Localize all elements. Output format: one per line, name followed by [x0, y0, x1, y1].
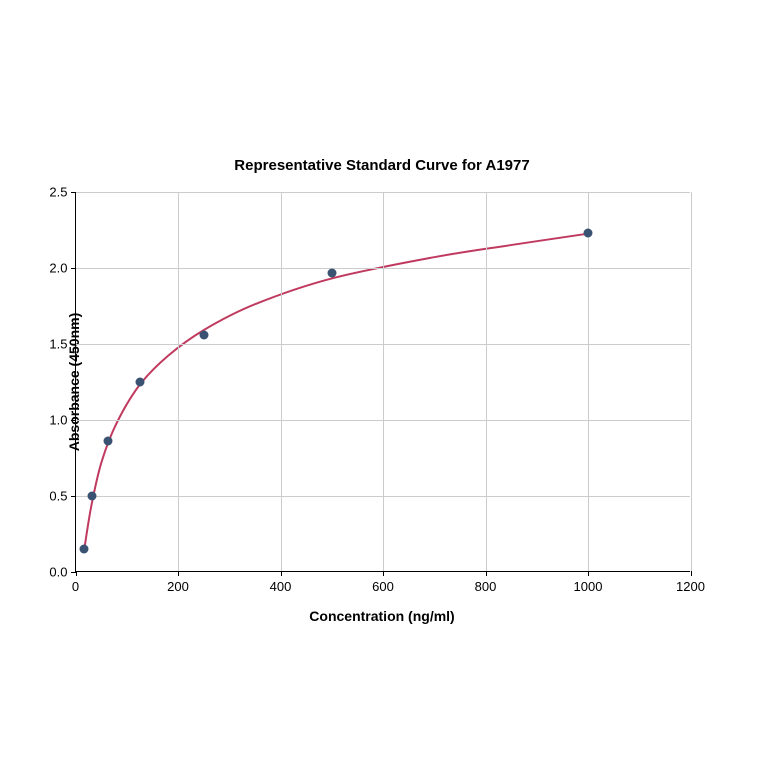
- grid-line-vertical: [588, 192, 589, 571]
- data-point: [199, 330, 208, 339]
- x-tick-label: 600: [372, 571, 394, 594]
- y-tick-label: 1.0: [49, 413, 75, 428]
- grid-line-vertical: [691, 192, 692, 571]
- data-point: [79, 545, 88, 554]
- grid-line-vertical: [281, 192, 282, 571]
- plot-area: 0.00.51.01.52.02.5020040060080010001200: [75, 192, 690, 572]
- x-tick-label: 1200: [676, 571, 705, 594]
- data-point: [584, 229, 593, 238]
- data-point: [135, 378, 144, 387]
- chart-title: Representative Standard Curve for A1977: [75, 157, 690, 174]
- x-axis-label: Concentration (ng/ml): [75, 608, 690, 624]
- y-tick-label: 0.5: [49, 489, 75, 504]
- x-tick-label: 200: [167, 571, 189, 594]
- x-tick-label: 1000: [574, 571, 603, 594]
- y-tick-label: 2.5: [49, 185, 75, 200]
- x-tick-label: 400: [270, 571, 292, 594]
- grid-line-vertical: [178, 192, 179, 571]
- grid-line-vertical: [486, 192, 487, 571]
- y-tick-label: 2.0: [49, 261, 75, 276]
- data-point: [103, 437, 112, 446]
- data-point: [87, 492, 96, 501]
- x-tick-label: 800: [475, 571, 497, 594]
- y-tick-label: 1.5: [49, 337, 75, 352]
- grid-line-vertical: [383, 192, 384, 571]
- x-tick-label: 0: [72, 571, 79, 594]
- data-point: [327, 268, 336, 277]
- standard-curve-chart: Representative Standard Curve for A1977 …: [75, 192, 690, 572]
- standard-curve-line: [84, 234, 587, 550]
